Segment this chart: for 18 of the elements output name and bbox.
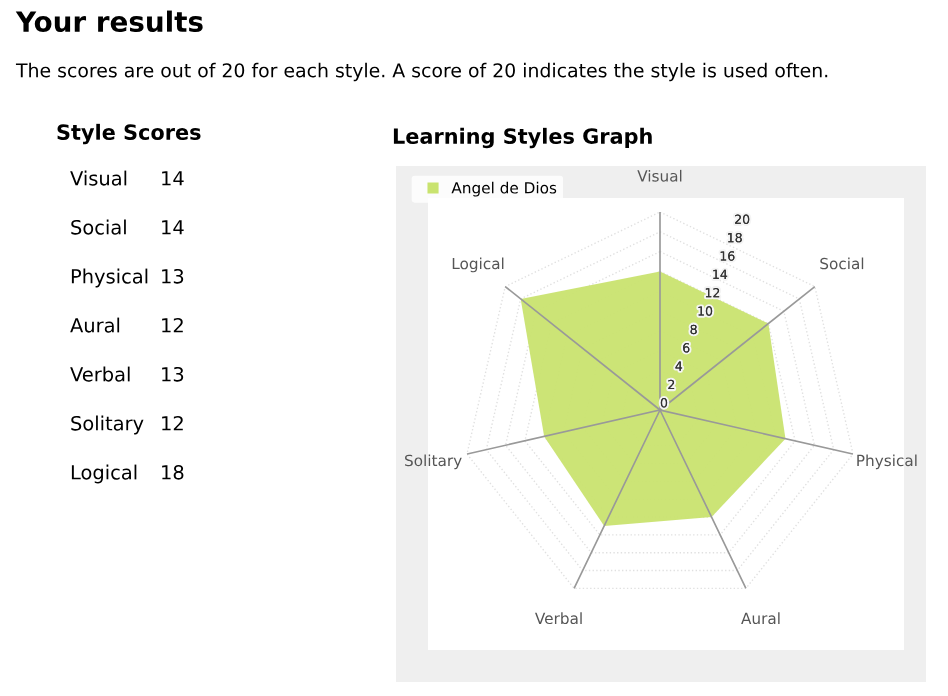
category-label: Physical: [71, 268, 148, 288]
data-label: 14: [162, 171, 184, 186]
data-label: 13: [162, 268, 184, 284]
text: Style Scores: [57, 123, 201, 145]
category-label: Verbal: [70, 366, 130, 382]
category-label: Logical: [71, 464, 137, 484]
data-label: 14: [162, 220, 184, 235]
category-label: Social: [71, 219, 126, 235]
text: The scores are out of 20 for each style. A score of 20 indicates the style is used often.: [15, 62, 828, 82]
data-label: 12: [162, 317, 183, 333]
category-label: Visual: [70, 170, 127, 186]
text: Your results: [15, 10, 203, 33]
category-label: Aural: [70, 317, 120, 333]
category-label: Solitary: [71, 415, 144, 435]
data-label: 13: [162, 366, 184, 382]
data-label: 18: [162, 464, 184, 480]
chart-title: Learning Styles Graph: [393, 127, 652, 149]
data-label: 12: [162, 415, 183, 431]
